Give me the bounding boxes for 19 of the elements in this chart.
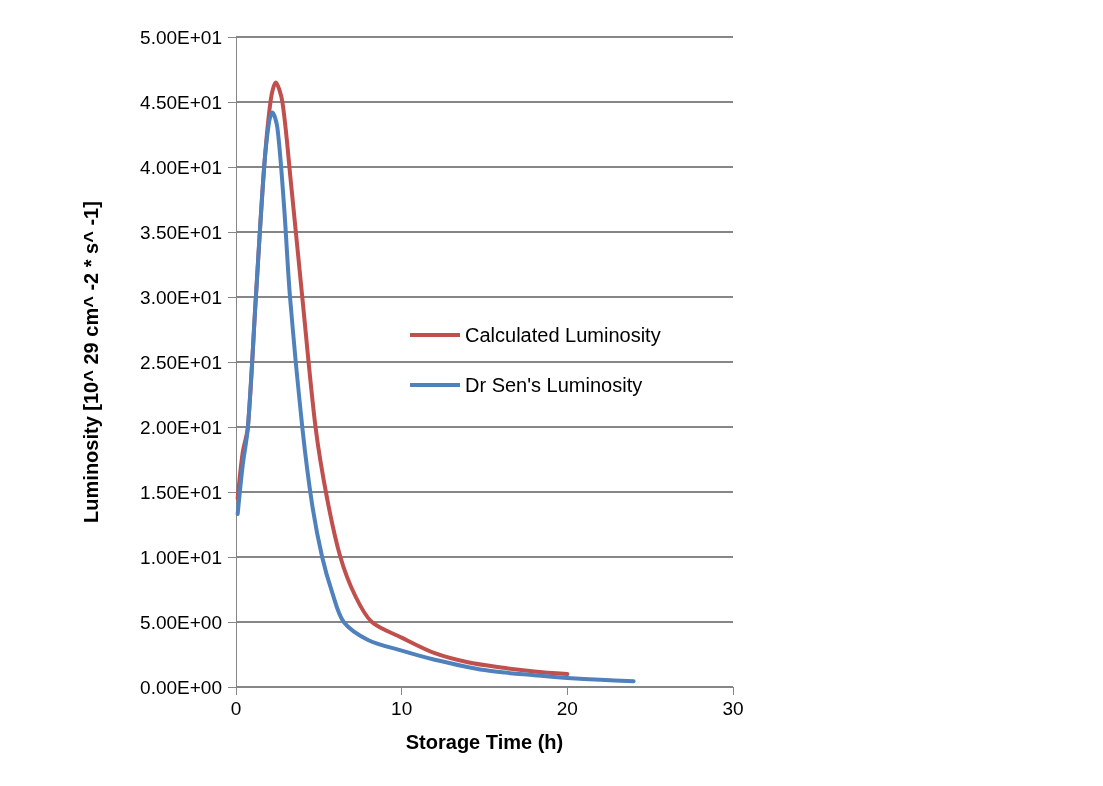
y-tick-label: 3.00E+01 (140, 286, 222, 308)
y-tick-label: 3.50E+01 (140, 221, 222, 243)
y-axis-title: Luminosity [10^ 29 cm^ -2 * s^ -1] (80, 201, 102, 523)
legend-label: Calculated Luminosity (465, 324, 661, 346)
y-tick-label: 5.00E+01 (140, 26, 222, 48)
y-tick-label: 0.00E+00 (140, 676, 222, 698)
x-tick-label: 10 (391, 698, 413, 719)
x-tick-label: 30 (722, 698, 744, 719)
y-tick-label: 1.50E+01 (140, 481, 222, 503)
x-tick-label: 0 (230, 698, 242, 719)
x-axis-title: Storage Time (h) (405, 731, 564, 753)
y-tick-label: 5.00E+00 (140, 611, 222, 633)
legend-label: Dr Sen's Luminosity (465, 374, 643, 396)
x-tick-label: 20 (556, 698, 578, 719)
y-tick-label: 2.00E+01 (140, 416, 222, 438)
y-tick-label: 4.00E+01 (140, 156, 222, 178)
y-tick-label: 4.50E+01 (140, 91, 222, 113)
y-tick-label: 2.50E+01 (140, 351, 222, 373)
y-tick-label: 1.00E+01 (140, 546, 222, 568)
